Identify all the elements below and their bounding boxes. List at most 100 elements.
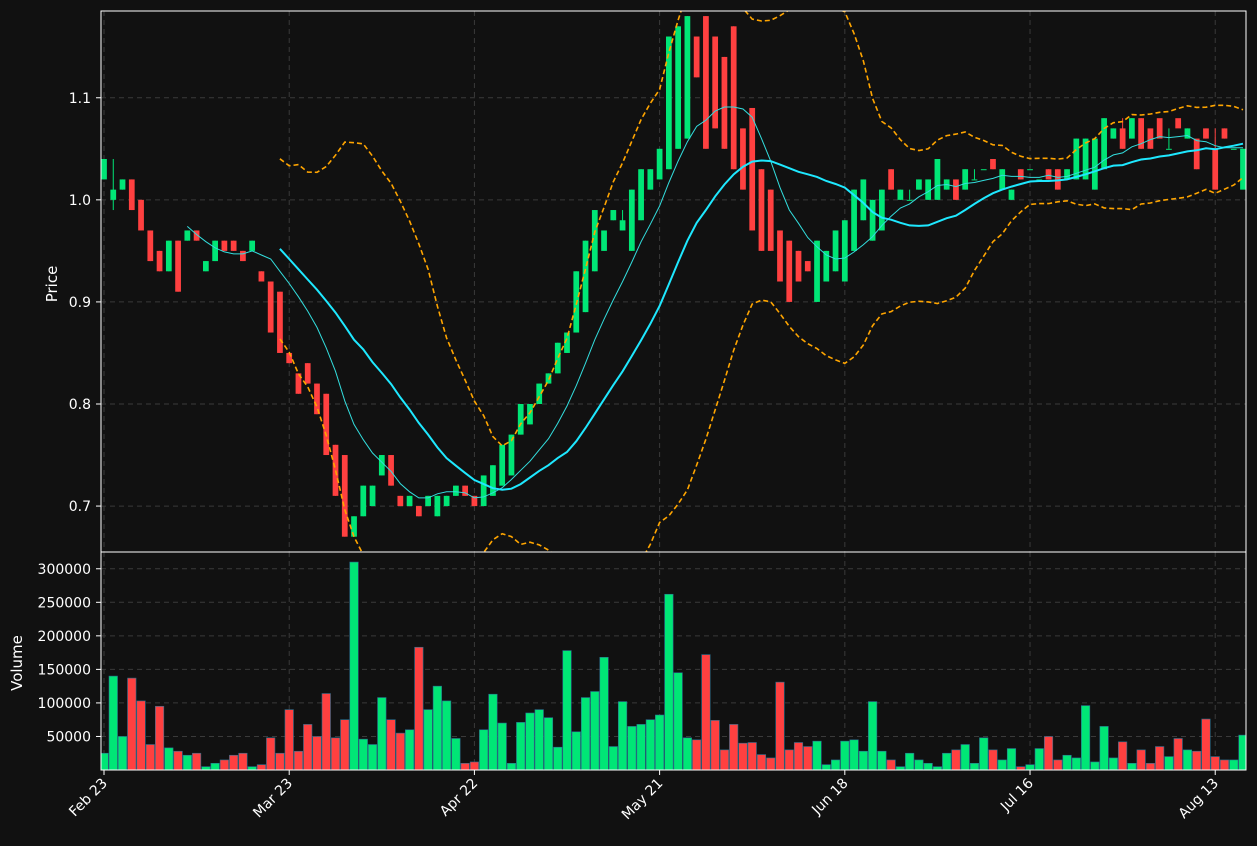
- volume-bar: [840, 740, 850, 770]
- volume-bar: [960, 744, 970, 770]
- candle-body: [1184, 128, 1191, 139]
- volume-bar: [682, 737, 692, 770]
- volume-bar: [849, 739, 859, 770]
- candle-body: [749, 107, 756, 231]
- candle-body: [916, 179, 922, 190]
- candle-body: [962, 169, 969, 190]
- volume-bar: [405, 729, 415, 770]
- volume-bar: [1155, 746, 1165, 770]
- volume-bar: [1034, 748, 1044, 770]
- volume-bar: [219, 759, 229, 770]
- volume-bar: [821, 764, 831, 770]
- volume-bar: [1099, 726, 1109, 770]
- volume-bar: [784, 749, 794, 770]
- volume-bar: [830, 759, 841, 770]
- moving-average-long-line: [279, 142, 1244, 491]
- volume-bar: [1118, 741, 1128, 770]
- candle-body: [693, 36, 700, 78]
- candle-body: [1045, 169, 1052, 180]
- candle-body: [517, 403, 524, 435]
- candle-body: [193, 230, 200, 241]
- candle-body: [823, 250, 830, 282]
- volume-bar: [905, 752, 915, 770]
- volume-bar: [293, 750, 304, 770]
- candle-body: [212, 240, 218, 262]
- candle-body: [221, 240, 228, 251]
- candle-body: [1082, 138, 1089, 180]
- volume-bar: [414, 646, 424, 770]
- volume-bar: [803, 746, 813, 770]
- candle-body: [119, 179, 126, 190]
- candle-body: [860, 179, 867, 221]
- volume-bar: [1201, 718, 1211, 770]
- candle-body: [888, 169, 894, 190]
- volume-bar: [895, 766, 905, 770]
- candle-body: [443, 495, 450, 507]
- price-tick-label: 0.7: [69, 499, 91, 515]
- volume-bar: [673, 672, 683, 770]
- candle-body: [490, 465, 496, 496]
- volume-bar: [497, 722, 507, 770]
- volume-bar: [1043, 736, 1054, 770]
- candle-body: [360, 485, 367, 517]
- volume-bar: [303, 724, 313, 770]
- candle-body: [851, 189, 857, 251]
- volume-bar: [645, 719, 655, 770]
- volume-bar: [1053, 759, 1063, 770]
- candle-body: [230, 240, 237, 251]
- candle-body: [740, 128, 746, 190]
- price-tick-label: 0.8: [69, 397, 91, 413]
- volume-bar: [951, 749, 961, 770]
- price-series: [101, 16, 1246, 537]
- volume-grid: [101, 552, 1246, 770]
- candle-body: [841, 220, 848, 282]
- volume-bar: [793, 742, 804, 770]
- candle-body: [267, 281, 274, 333]
- volume-tick-label: 200000: [38, 629, 91, 645]
- candle-body: [415, 506, 422, 517]
- candle-body: [341, 455, 348, 537]
- volume-bar: [701, 654, 711, 770]
- candle-body: [906, 199, 913, 201]
- volume-tick-label: 100000: [38, 696, 91, 712]
- candle-body: [1036, 179, 1043, 181]
- volume-bar: [618, 701, 628, 770]
- volume-bar: [979, 737, 989, 770]
- candle-body: [1027, 169, 1033, 171]
- candle-body: [1073, 138, 1080, 180]
- volume-bar: [1229, 759, 1239, 770]
- price-tick-label: 1.1: [69, 91, 91, 107]
- candle-body: [1091, 138, 1098, 190]
- volume-bar: [101, 752, 109, 770]
- candle-body: [1166, 148, 1172, 150]
- candle-body: [1017, 169, 1024, 180]
- volume-bar: [460, 762, 470, 770]
- volume-bar: [969, 762, 980, 770]
- volume-bar: [349, 561, 359, 770]
- volume-bar: [321, 693, 331, 770]
- candle-body: [638, 169, 644, 221]
- volume-bar: [145, 744, 155, 770]
- bollinger-upper-line: [279, 11, 1244, 447]
- volume-bar: [247, 766, 257, 770]
- volume-bar: [451, 738, 461, 770]
- volume-bar: [1136, 749, 1146, 770]
- candle-body: [934, 159, 941, 200]
- candle-body: [684, 16, 691, 139]
- candle-body: [527, 403, 533, 425]
- volume-bar: [1006, 748, 1017, 770]
- volume-bar: [395, 732, 405, 770]
- candle-body: [777, 230, 783, 282]
- candle-body: [767, 189, 774, 251]
- candle-body: [314, 383, 320, 415]
- candle-body: [1119, 128, 1126, 149]
- price-axis-label: Price: [43, 266, 61, 303]
- candle-body: [795, 250, 802, 282]
- volume-bar: [580, 697, 591, 770]
- candle-body: [610, 210, 617, 221]
- candle-body: [656, 148, 663, 180]
- candle-body: [786, 240, 793, 302]
- volume-bar: [719, 749, 729, 770]
- volume-bar: [543, 717, 554, 770]
